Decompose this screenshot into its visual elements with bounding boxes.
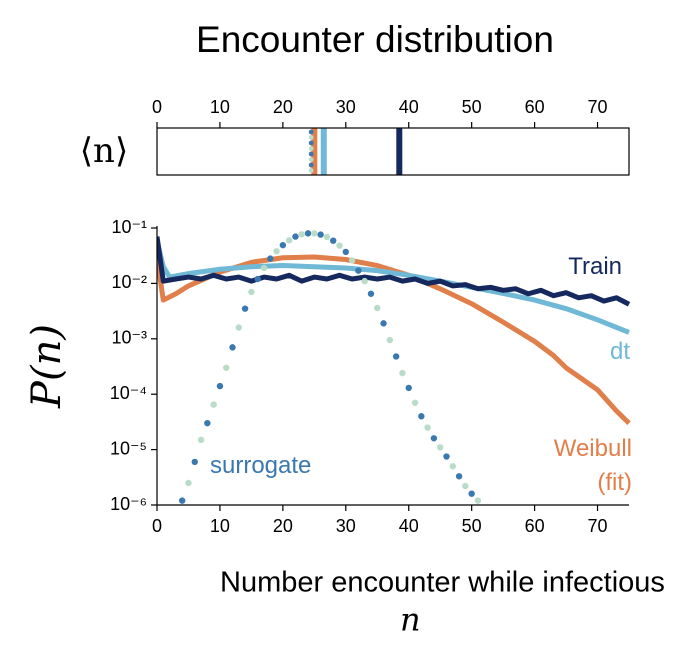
data-point (468, 490, 475, 497)
series-line (157, 254, 631, 425)
data-point (285, 237, 293, 244)
mean-dot (308, 162, 314, 168)
data-point (279, 241, 287, 249)
data-point (355, 267, 362, 274)
chart-title: Encounter distribution (196, 19, 554, 60)
data-point (430, 435, 438, 442)
data-point (323, 233, 331, 241)
data-point (336, 242, 343, 249)
data-point (437, 444, 444, 451)
strip-frame (156, 127, 630, 176)
series-label: surrogate (210, 452, 312, 479)
x-tick-label: 0 (152, 97, 162, 117)
data-point (392, 353, 400, 360)
data-point (449, 463, 456, 470)
x-tick-label: 10 (210, 97, 230, 117)
x-tick-label: 60 (525, 516, 545, 536)
mean-dot (308, 135, 314, 140)
data-point (223, 364, 230, 371)
data-point (235, 324, 243, 331)
data-point (399, 369, 406, 377)
data-point (411, 399, 419, 406)
series-label: Weibull (fit) (553, 435, 632, 496)
data-point (292, 233, 299, 240)
x-tick-label: 10 (210, 516, 230, 536)
strip-label: ⟨n⟩ (80, 131, 128, 171)
data-point (311, 230, 318, 237)
data-point (260, 264, 268, 272)
x-tick-label: 50 (462, 97, 482, 117)
data-point (424, 424, 431, 431)
data-point (367, 290, 375, 297)
data-point (197, 436, 205, 444)
mean-marker (308, 129, 314, 173)
data-point (304, 230, 312, 237)
data-point (178, 497, 186, 504)
y-tick-label: 10⁻⁶ (110, 494, 147, 514)
mean-dot (308, 151, 314, 157)
y-tick-label: 10⁻³ (111, 328, 147, 348)
data-point (185, 479, 192, 487)
data-point (374, 304, 381, 312)
series-label: dt (609, 338, 630, 365)
data-point (191, 458, 198, 466)
data-point (462, 482, 469, 490)
data-point (254, 275, 261, 283)
series-line (157, 239, 630, 335)
y-tick-label: 10⁻² (111, 272, 147, 292)
y-tick-label: 10⁻⁴ (110, 383, 147, 403)
x-tick-label: 50 (462, 516, 482, 536)
x-axis-label: Number encounter while infectious (220, 567, 665, 599)
data-point (455, 473, 463, 480)
data-point (317, 231, 324, 238)
mean-dot (308, 168, 314, 173)
data-point (474, 497, 482, 504)
data-point (204, 419, 211, 427)
series-line (157, 236, 631, 307)
data-point (229, 344, 236, 351)
data-point (216, 382, 224, 390)
data-point (330, 237, 337, 244)
data-point (443, 453, 450, 460)
data-point (210, 401, 217, 408)
data-point (267, 255, 274, 262)
data-point (380, 320, 387, 327)
data-point (248, 288, 255, 296)
x-tick-label: 70 (588, 97, 608, 117)
x-tick-label: 60 (525, 97, 545, 117)
mean-dot (308, 146, 314, 151)
data-point (273, 248, 280, 255)
x-tick-label: 0 (152, 516, 162, 536)
y-axis-label: P(n) (24, 324, 70, 409)
data-point (342, 248, 349, 256)
data-point (386, 336, 394, 344)
y-tick-label: 10⁻⁵ (110, 438, 147, 458)
mean-dot (308, 129, 314, 135)
x-tick-label: 40 (399, 516, 419, 536)
x-tick-label: 20 (273, 97, 293, 117)
series-label: Train (568, 253, 622, 280)
mean-dot (308, 140, 314, 146)
mean-dot (308, 157, 314, 162)
data-point (405, 384, 412, 392)
y-tick-label: 10⁻¹ (111, 217, 147, 237)
data-point (361, 277, 368, 285)
x-tick-label: 30 (336, 516, 356, 536)
data-point (241, 305, 249, 312)
data-point (418, 413, 425, 420)
x-tick-label: 30 (336, 97, 356, 117)
x-axis-symbol: n (400, 601, 421, 639)
x-tick-label: 20 (273, 516, 293, 536)
data-point (348, 257, 356, 264)
x-tick-label: 70 (588, 516, 608, 536)
data-point (298, 231, 305, 238)
x-tick-label: 40 (399, 97, 419, 117)
